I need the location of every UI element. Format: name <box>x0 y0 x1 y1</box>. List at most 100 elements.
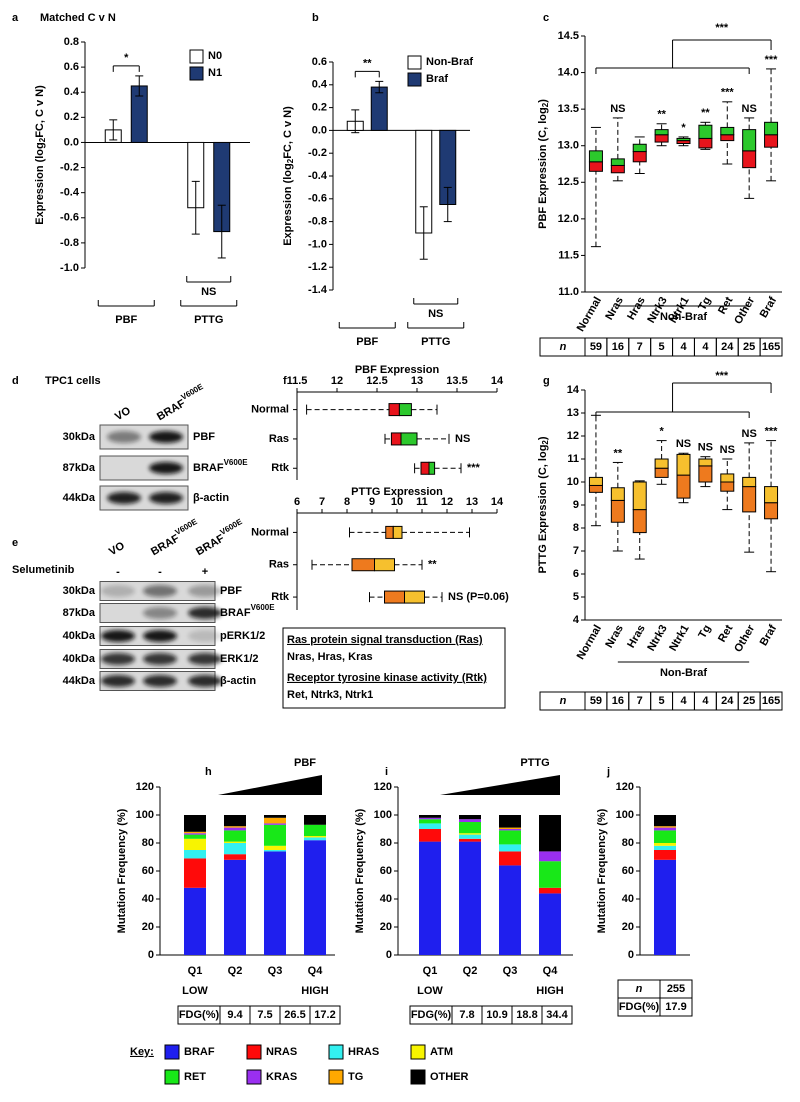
x-tick-label: Ntrk1 <box>667 623 691 653</box>
legend-swatch <box>189 49 204 64</box>
high-label: HIGH <box>301 985 329 997</box>
bar-segment <box>224 841 246 843</box>
y-tick-label: -1.4 <box>308 284 328 296</box>
treatment-sign: - <box>116 566 120 578</box>
blot-band <box>107 492 141 504</box>
box-upper <box>632 143 647 153</box>
bar-segment <box>654 827 676 831</box>
y-tick-label: 20 <box>142 921 154 933</box>
y-axis-label-part: 2 <box>38 137 47 142</box>
key-swatch <box>328 1069 344 1085</box>
x-tick-label: Braf <box>758 623 780 648</box>
y-tick-label: 0.0 <box>312 124 327 136</box>
blot-strip <box>99 455 189 481</box>
y-tick-label: 60 <box>380 865 392 877</box>
group-label: Non-Braf <box>660 667 707 679</box>
y-axis-label-part: Expression (log <box>34 142 46 225</box>
bar-segment <box>499 830 521 845</box>
blot-band <box>143 653 177 665</box>
bar-segment <box>459 838 481 842</box>
y-axis-label-part: FC, C v N) <box>34 85 46 138</box>
x-tick-label: Tg <box>696 295 713 313</box>
table-value: 18.8 <box>516 1009 537 1021</box>
high-label: HIGH <box>536 985 564 997</box>
blot-size: 87kDa <box>63 462 96 474</box>
y-tick-label: 13.0 <box>558 140 579 152</box>
y-tick-label: 14.5 <box>558 30 579 42</box>
blot-size: 87kDa <box>63 607 96 619</box>
table-value: 4 <box>680 695 687 707</box>
legend-label: Non-Braf <box>426 56 473 68</box>
x-tick-label: 12 <box>331 375 343 387</box>
table-value: 7.8 <box>459 1009 474 1021</box>
y-tick-label: 14.0 <box>558 66 579 78</box>
significance: ** <box>614 447 623 459</box>
blot-label-text: BRAF <box>193 462 224 474</box>
legend-label: N1 <box>208 67 222 79</box>
table-value: 255 <box>667 983 685 995</box>
blot-size: 40kDa <box>63 630 96 642</box>
box-upper <box>400 432 418 446</box>
blot-label-text: β-actin <box>220 675 256 687</box>
bar-segment <box>459 815 481 820</box>
y-tick-label: 40 <box>142 893 154 905</box>
y-tick-label: 0.0 <box>64 136 79 148</box>
bar-segment <box>539 815 561 852</box>
bar-segment <box>499 865 521 955</box>
lane-label-text: VO <box>107 540 127 559</box>
bar-segment <box>539 851 561 862</box>
significance: * <box>659 426 664 438</box>
table-value: 4 <box>702 341 709 353</box>
blot-band <box>188 585 222 597</box>
bar-segment <box>264 824 286 846</box>
table-value: 7 <box>637 695 643 707</box>
bar <box>370 86 388 131</box>
bar-segment <box>499 844 521 852</box>
y-axis-label-part: Mutation Frequency (%) <box>596 808 608 933</box>
box-lower <box>676 474 691 499</box>
key-label: NRAS <box>266 1046 297 1058</box>
bar-segment <box>224 843 246 855</box>
panel-label: d <box>12 375 19 387</box>
y-axis-label: Expression (log2FC, C v N) <box>34 85 47 225</box>
y-tick-label: 11 <box>567 453 579 465</box>
table-value: 34.4 <box>546 1009 568 1021</box>
significance: ** <box>363 57 372 69</box>
y-axis-label-part: ) <box>537 99 549 103</box>
blot-size: 44kDa <box>63 675 96 687</box>
wedge <box>218 775 322 795</box>
bar-segment <box>224 854 246 860</box>
x-tick-label: Ntrk3 <box>645 623 669 653</box>
blot-size: 30kDa <box>63 585 96 597</box>
note-members: Ret, Ntrk3, Ntrk1 <box>287 689 373 701</box>
y-axis-label: Mutation Frequency (%) <box>116 808 128 933</box>
significance: NS <box>201 286 216 298</box>
table-cell <box>659 997 693 1017</box>
y-tick-label: 5 <box>573 591 579 603</box>
y-tick-label: Rtk <box>271 462 290 474</box>
y-tick-label: 100 <box>616 809 634 821</box>
key-label: HRAS <box>348 1046 379 1058</box>
box-upper <box>404 590 425 604</box>
table-value: 16 <box>612 341 624 353</box>
legend-swatch <box>189 66 204 81</box>
y-axis-label-part: 2 <box>541 102 550 107</box>
y-tick-label: 0.6 <box>64 61 79 73</box>
x-tick-label: Normal <box>575 295 604 334</box>
blot-band <box>149 492 183 504</box>
box-upper <box>764 121 779 136</box>
bar-segment <box>459 834 481 839</box>
blot-label-sup: V600E <box>251 603 276 612</box>
x-tick-label: 13 <box>411 375 423 387</box>
overall-significance: *** <box>715 22 729 34</box>
bar-segment <box>419 819 441 824</box>
x-tick-label: PBF <box>356 336 378 348</box>
table-value: 16 <box>612 695 624 707</box>
bar-segment <box>224 830 246 842</box>
y-tick-label: 60 <box>142 865 154 877</box>
significance: *** <box>467 462 481 474</box>
bar-segment <box>499 829 521 831</box>
y-tick-label: -0.2 <box>308 147 327 159</box>
x-tick-label: Other <box>732 294 757 326</box>
y-tick-label: -0.6 <box>308 193 327 205</box>
